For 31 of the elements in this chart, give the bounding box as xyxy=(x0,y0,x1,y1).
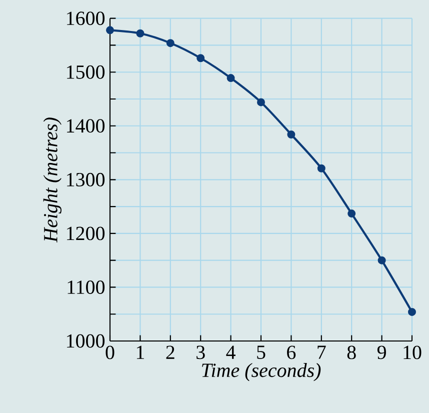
x-tick-label: 1 xyxy=(136,346,144,359)
y-tick-label: 1400 xyxy=(67,119,105,133)
x-tick-label: 6 xyxy=(287,346,296,360)
point xyxy=(378,256,386,264)
x-tick-label: 8 xyxy=(347,346,356,360)
x-tick-label: 7 xyxy=(318,346,326,359)
point xyxy=(196,54,205,62)
x-tick-label: 4 xyxy=(226,346,236,359)
x-tick-label: 5 xyxy=(257,346,266,359)
point xyxy=(226,74,235,82)
x-tick-label: 9 xyxy=(377,346,386,360)
y-tick-label: 1000 xyxy=(67,334,105,348)
y-tick-label: 1500 xyxy=(67,65,105,79)
x-tick-label: 3 xyxy=(196,346,205,360)
x-tick-label: 10 xyxy=(404,346,422,360)
point xyxy=(136,29,144,38)
y-tick-label: 1300 xyxy=(67,172,105,186)
y-tick-label: 1600 xyxy=(67,12,105,26)
point xyxy=(166,39,174,48)
point xyxy=(317,164,326,172)
point xyxy=(256,98,265,106)
y-tick-label: 1200 xyxy=(67,226,105,240)
y-tick-label: 1100 xyxy=(68,280,105,294)
x-tick-label: 0 xyxy=(106,346,114,360)
y-axis-title: Height (metres) xyxy=(43,118,62,243)
x-axis-title: Time (seconds) xyxy=(202,363,321,382)
x-tick-label: 2 xyxy=(166,346,174,359)
point xyxy=(408,308,416,316)
point xyxy=(106,26,114,34)
point xyxy=(348,210,356,218)
point xyxy=(287,130,296,138)
